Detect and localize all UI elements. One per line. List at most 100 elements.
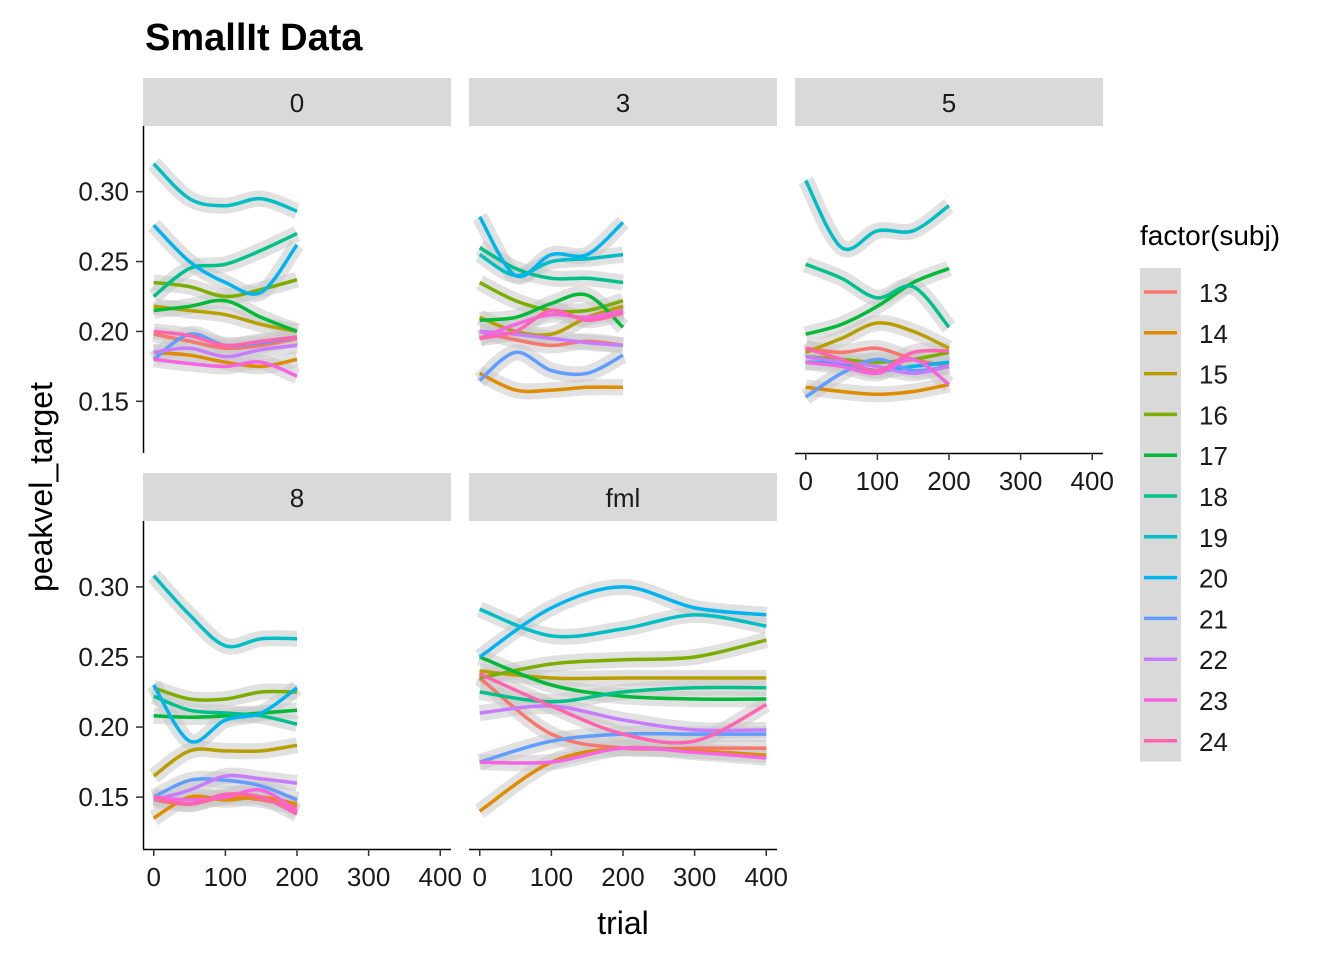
y-tick-label: 0.30 [78, 572, 129, 602]
series-line-23 [805, 357, 951, 386]
series-line-19 [152, 574, 298, 649]
facet-panel: fml 0 100 200 300 400 [469, 473, 788, 892]
x-tick-label: 200 [601, 862, 644, 892]
series-line-17 [153, 708, 298, 719]
facet-panel: 8 0.15 0.20 0.25 0.30 0 100 200 300 400 [78, 473, 462, 892]
series-line-15 [152, 743, 298, 778]
series-line-15 [805, 321, 950, 355]
x-tick-label: 0 [799, 466, 813, 496]
facet-panel: 0 0.15 0.20 0.25 0.30 [78, 78, 451, 453]
facet-panel: 3 [469, 78, 777, 400]
x-tick-label: 300 [673, 862, 716, 892]
legend-label: 17 [1199, 441, 1228, 471]
y-tick-label: 0.25 [78, 642, 129, 672]
y-tick-label: 0.30 [78, 177, 129, 207]
facet-strip [143, 473, 451, 521]
series-lines [478, 215, 625, 394]
facet-strip [469, 78, 777, 126]
legend-key-background [1140, 268, 1181, 762]
x-tick-label: 100 [530, 862, 573, 892]
series-line-18 [152, 232, 298, 298]
x-tick-label: 0 [147, 862, 161, 892]
series-line-18 [153, 694, 298, 726]
chart-title: SmallIt Data [145, 17, 363, 59]
x-tick-label: 100 [204, 862, 247, 892]
series-line-19 [478, 252, 624, 278]
legend-title: factor(subj) [1140, 220, 1280, 251]
series-line-24 [153, 329, 298, 348]
series-line-21 [152, 777, 298, 802]
x-tick-label: 100 [856, 466, 899, 496]
x-tick-label: 400 [1071, 466, 1114, 496]
series-line-13 [805, 346, 950, 369]
series-line-23 [479, 308, 624, 341]
series-line-24 [805, 346, 950, 373]
legend-label: 18 [1199, 482, 1228, 512]
x-tick-label: 400 [419, 862, 462, 892]
confidence-band [147, 570, 298, 655]
series-line-20 [152, 684, 299, 744]
series-line-22 [153, 773, 298, 802]
series-line-23 [479, 745, 767, 765]
y-axis-title: peakvel_target [23, 382, 59, 592]
series-line-16 [479, 638, 767, 680]
y-tick-label: 0.20 [78, 712, 129, 742]
series-line-16 [153, 278, 298, 299]
series-line-21 [478, 350, 624, 382]
series-lines [152, 574, 299, 820]
series-line-22 [153, 343, 298, 359]
facet-panels: 0 0.15 0.20 0.25 0.30 3 5 0 100 200 300 400 8 0.15 0.2… [78, 78, 1114, 892]
legend: factor(subj) 13 14 15 16 17 18 19 20 21 22 23 24 [1140, 220, 1280, 762]
legend-label: 24 [1199, 727, 1228, 757]
series-line-23 [153, 357, 298, 378]
legend-label: 20 [1199, 564, 1228, 594]
legend-label: 14 [1199, 319, 1228, 349]
series-lines [152, 162, 299, 378]
series-line-24 [479, 308, 624, 341]
x-tick-label: 200 [927, 466, 970, 496]
series-lines [804, 179, 951, 399]
series-line-20 [152, 223, 299, 296]
series-line-23 [153, 787, 298, 813]
series-line-17 [805, 266, 950, 336]
x-tick-label: 200 [275, 862, 318, 892]
y-tick-label: 0.25 [78, 247, 129, 277]
series-line-22 [805, 354, 950, 376]
legend-label: 22 [1199, 645, 1228, 675]
facet-strip-label: fml [606, 483, 641, 513]
series-line-17 [479, 655, 767, 701]
y-tick-label: 0.15 [78, 782, 129, 812]
x-tick-label: 300 [347, 862, 390, 892]
facet-strip-label: 0 [290, 88, 304, 118]
legend-label: 23 [1199, 686, 1228, 716]
facet-panel: 5 0 100 200 300 400 [795, 78, 1114, 496]
series-line-20 [478, 585, 767, 659]
legend-label: 21 [1199, 604, 1228, 634]
x-axis-title: trial [597, 905, 649, 941]
legend-label: 19 [1199, 523, 1228, 553]
x-tick-label: 0 [473, 862, 487, 892]
series-line-18 [479, 685, 767, 704]
series-line-18 [805, 262, 951, 329]
series-line-17 [153, 298, 298, 334]
series-line-14 [478, 371, 624, 394]
series-line-17 [479, 292, 625, 329]
series-line-19 [804, 179, 951, 252]
series-line-19 [479, 607, 767, 639]
series-lines [478, 585, 768, 813]
facet-strip-label: 8 [290, 483, 304, 513]
facet-strip [143, 78, 451, 126]
series-line-16 [153, 686, 298, 702]
y-tick-label: 0.15 [78, 386, 129, 416]
legend-label: 13 [1199, 278, 1228, 308]
y-tick-label: 0.20 [78, 316, 129, 346]
facet-strip-label: 3 [616, 88, 630, 118]
facet-strip [795, 78, 1103, 126]
series-line-19 [152, 162, 298, 213]
legend-label: 15 [1199, 360, 1228, 390]
x-tick-label: 300 [999, 466, 1042, 496]
series-line-16 [805, 350, 950, 364]
facet-strip [469, 473, 777, 521]
x-tick-label: 400 [745, 862, 788, 892]
